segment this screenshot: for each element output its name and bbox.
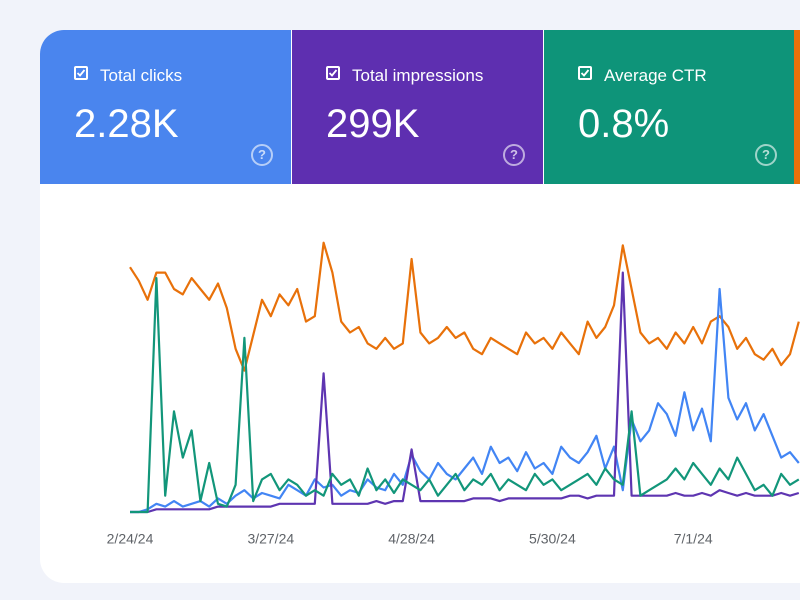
metric-tile[interactable]: Total impressions 299K? [292, 30, 543, 184]
series-line [130, 287, 800, 514]
metric-label-text: Average CTR [604, 66, 707, 85]
x-tick-label: 5/30/24 [529, 531, 576, 547]
series-line [130, 277, 800, 514]
metric-label-text: Total clicks [100, 66, 183, 85]
metric-value: 2.28K [74, 102, 179, 146]
metric-tile-partial[interactable] [794, 30, 800, 184]
help-icon[interactable]: ? [251, 144, 273, 166]
x-tick-label: 3/27/24 [247, 531, 294, 547]
x-tick-label: 7/1/24 [674, 531, 713, 547]
metric-label-text: Total impressions [352, 66, 484, 85]
metric-tile[interactable]: Average CTR 0.8%? [544, 30, 795, 184]
series-line [129, 241, 800, 372]
checkbox[interactable] [326, 66, 340, 80]
metric-label: Average CTR [578, 66, 707, 86]
metric-label: Total clicks [74, 66, 182, 86]
checkbox[interactable] [578, 66, 592, 80]
metric-tiles: Total clicks 2.28K? Total impressions 299K?… [40, 30, 800, 184]
x-tick-label: 4/28/24 [388, 531, 435, 547]
help-icon[interactable]: ? [755, 144, 777, 166]
checkbox[interactable] [74, 66, 88, 80]
x-tick-label: 2/24/24 [107, 531, 154, 547]
metric-value: 0.8% [578, 102, 670, 146]
help-icon[interactable]: ? [503, 144, 525, 166]
metric-label: Total impressions [326, 66, 483, 86]
metric-value: 299K [326, 102, 420, 146]
metric-tile[interactable]: Total clicks 2.28K? [40, 30, 291, 184]
series-line [130, 271, 800, 514]
